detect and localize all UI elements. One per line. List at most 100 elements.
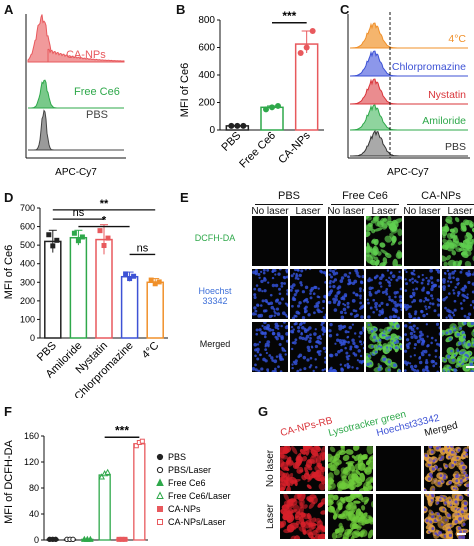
f-legend-marker-5 bbox=[157, 519, 163, 525]
e-image-2-5 bbox=[442, 322, 474, 372]
g-image-0-1 bbox=[328, 446, 373, 491]
panel-a-histogram: CA-NPs Free Ce6 PBS APC-Cy7 bbox=[25, 14, 126, 178]
f-legend-3: Free Ce6/Laser bbox=[168, 491, 231, 501]
d-point bbox=[75, 238, 81, 244]
f-ytick: 40 bbox=[29, 509, 39, 519]
f-bar-5 bbox=[133, 443, 146, 541]
f-point bbox=[133, 443, 139, 449]
d-ytick: 600 bbox=[20, 222, 35, 232]
panel-f-chart: MFI of DCFH-DA 0 40 80 120 160 *** PBS PBS/Lase… bbox=[3, 423, 231, 545]
f-legend-marker-4 bbox=[157, 506, 163, 512]
d-point bbox=[97, 228, 103, 234]
g-image-0-2 bbox=[376, 446, 421, 491]
d-point bbox=[152, 281, 158, 287]
e-condition-0: No laser bbox=[251, 206, 289, 217]
e-image-0-4 bbox=[404, 216, 440, 266]
legend-a-1: Free Ce6 bbox=[74, 86, 120, 98]
g-image-1-3 bbox=[424, 494, 469, 539]
legend-c-4: PBS bbox=[445, 141, 466, 153]
d-significance-3: ns bbox=[137, 242, 149, 254]
d-point bbox=[54, 237, 60, 243]
g-image-1-2 bbox=[376, 494, 421, 539]
e-image-1-4 bbox=[404, 269, 440, 319]
d-significance-2: * bbox=[102, 215, 107, 227]
b-bar-2 bbox=[294, 43, 319, 131]
f-legend-marker-3 bbox=[156, 491, 164, 499]
e-image-2-4 bbox=[404, 322, 440, 372]
b-xtick-2: CA-NPs bbox=[276, 129, 313, 166]
panel-e-microscopy: PBS Free Ce6 CA-NPs No laser Laser No laser La… bbox=[180, 188, 474, 398]
e-image-1-2 bbox=[328, 269, 364, 319]
f-ytick: 0 bbox=[34, 535, 39, 545]
f-bar-3 bbox=[98, 474, 111, 541]
panel-label-g: G bbox=[258, 404, 269, 419]
d-point bbox=[79, 234, 85, 240]
hist-c-3 bbox=[350, 104, 468, 131]
panel-f-ylabel: MFI of DCFH-DA bbox=[3, 439, 15, 523]
f-point bbox=[86, 535, 94, 542]
b-ytick: 200 bbox=[198, 98, 215, 109]
b-xtick-1: Free Ce6 bbox=[237, 130, 278, 171]
b-point bbox=[234, 122, 241, 129]
legend-a-2: PBS bbox=[86, 109, 108, 121]
f-ytick: 80 bbox=[29, 483, 39, 493]
legend-c-1: Chlorpromazine bbox=[392, 61, 466, 73]
e-image-1-1 bbox=[290, 269, 326, 319]
d-bar-1 bbox=[69, 236, 88, 339]
f-point bbox=[98, 473, 106, 480]
e-condition-5: Laser bbox=[447, 206, 473, 217]
e-image-1-5 bbox=[442, 269, 474, 319]
hist-c-1 bbox=[350, 50, 468, 77]
d-ytick: 400 bbox=[20, 259, 35, 269]
e-image-0-3 bbox=[366, 216, 402, 266]
hist-a-1 bbox=[28, 79, 124, 109]
f-significance: *** bbox=[115, 423, 129, 437]
d-point bbox=[156, 279, 162, 285]
d-point bbox=[71, 230, 77, 236]
b-ytick: 800 bbox=[198, 15, 215, 26]
g-image-0-3 bbox=[424, 446, 469, 491]
b-point bbox=[228, 122, 235, 129]
panel-c-xlabel: APC-Cy7 bbox=[387, 167, 429, 178]
f-ytick: 120 bbox=[24, 457, 39, 467]
hist-c-2 bbox=[350, 78, 468, 105]
d-ytick: 200 bbox=[20, 296, 35, 306]
f-legend-marker-0 bbox=[156, 453, 164, 461]
e-image-2-1 bbox=[290, 322, 326, 372]
d-bar-3 bbox=[120, 275, 139, 339]
f-ytick: 160 bbox=[24, 431, 39, 441]
f-legend-4: CA-NPs bbox=[168, 504, 201, 514]
g-image-0-0 bbox=[280, 446, 325, 491]
g-image-1-1 bbox=[328, 494, 373, 539]
panel-label-e: E bbox=[180, 190, 189, 205]
g-column-0: CA-NPs-RB bbox=[279, 415, 334, 439]
g-row-0: No laser bbox=[265, 449, 276, 487]
hist-c-0 bbox=[350, 22, 468, 49]
hist-a-2 bbox=[28, 109, 124, 151]
d-xtick-4: 4°C bbox=[140, 340, 162, 362]
d-ytick: 300 bbox=[20, 277, 35, 287]
hist-c-4 bbox=[350, 130, 468, 157]
e-image-1-3 bbox=[366, 269, 402, 319]
d-point bbox=[101, 243, 107, 249]
legend-c-0: 4°C bbox=[448, 33, 466, 45]
d-point bbox=[50, 243, 56, 249]
f-point bbox=[104, 468, 112, 475]
d-point bbox=[148, 277, 154, 283]
panel-c-histograms: 4°C Chlorpromazine Nystatin Amiloride PBS AP… bbox=[347, 12, 470, 178]
e-image-2-2 bbox=[328, 322, 364, 372]
f-legend-5: CA-NPs/Laser bbox=[168, 517, 226, 527]
d-bar-0 bbox=[44, 240, 62, 339]
f-point bbox=[122, 536, 128, 542]
d-bar-4 bbox=[146, 281, 164, 339]
e-image-2-3 bbox=[366, 322, 402, 372]
d-point bbox=[131, 273, 137, 279]
panel-d-ylabel: MFI of Ce6 bbox=[3, 245, 15, 299]
e-image-0-2 bbox=[328, 216, 364, 266]
f-point bbox=[70, 536, 76, 543]
e-image-0-1 bbox=[290, 216, 326, 266]
b-point bbox=[303, 44, 310, 51]
e-row-2: Merged bbox=[199, 339, 231, 349]
b-point bbox=[297, 50, 304, 56]
